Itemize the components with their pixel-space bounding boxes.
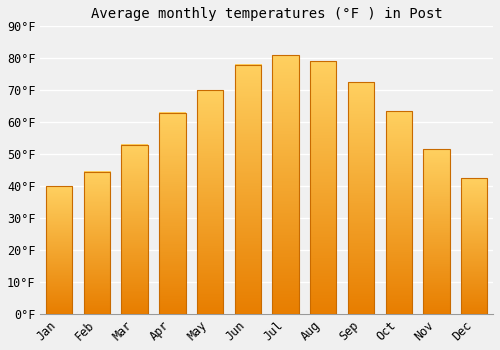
Bar (461, 178, 487, 314)
Bar (272, 55, 299, 314)
Title: Average monthly temperatures (°F ) in Post: Average monthly temperatures (°F ) in Po… (91, 7, 443, 21)
Bar (424, 149, 450, 314)
Bar (234, 65, 261, 314)
Bar (348, 82, 374, 314)
Bar (122, 145, 148, 314)
Bar (197, 90, 224, 314)
Bar (310, 62, 336, 314)
Bar (84, 172, 110, 314)
Bar (46, 186, 72, 314)
Bar (159, 113, 186, 314)
Bar (386, 111, 412, 314)
